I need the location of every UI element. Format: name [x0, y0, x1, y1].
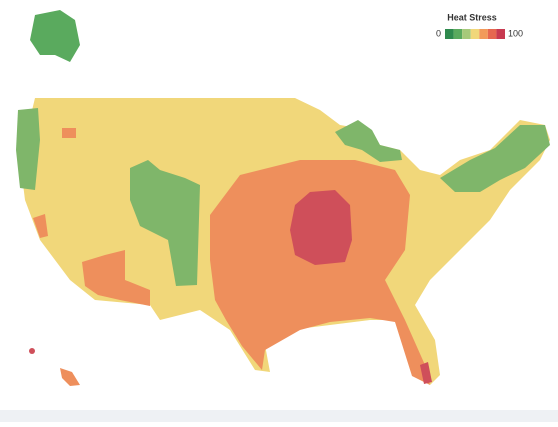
- region-orange-central: [210, 160, 430, 385]
- legend-swatch: [470, 29, 480, 39]
- legend-min: 0: [436, 28, 441, 38]
- region-orange-california: [33, 214, 48, 238]
- legend-swatch: [479, 29, 488, 39]
- hawaii-island: [29, 348, 35, 354]
- legend-swatch: [462, 29, 471, 39]
- legend-swatch: [453, 29, 463, 39]
- legend-swatches: [445, 29, 505, 39]
- region-green-great-lakes: [335, 120, 402, 162]
- legend-swatch: [445, 29, 454, 39]
- legend: Heat Stress 0 100: [436, 12, 523, 39]
- region-green-northeast: [440, 125, 550, 192]
- legend-swatch: [496, 29, 505, 39]
- legend-swatch: [487, 29, 497, 39]
- hawaii: [60, 368, 80, 386]
- legend-title: Heat Stress: [447, 12, 497, 22]
- legend-max: 100: [508, 28, 523, 38]
- region-red-core: [290, 190, 352, 265]
- region-red-south-florida: [420, 362, 432, 384]
- region-orange-idaho: [62, 128, 76, 138]
- region-green-rockies: [130, 160, 200, 286]
- us-map: [16, 10, 550, 386]
- alaska: [30, 10, 80, 62]
- region-green-northwest: [16, 108, 40, 190]
- footer-strip: [0, 410, 558, 422]
- region-orange-southwest: [82, 250, 150, 306]
